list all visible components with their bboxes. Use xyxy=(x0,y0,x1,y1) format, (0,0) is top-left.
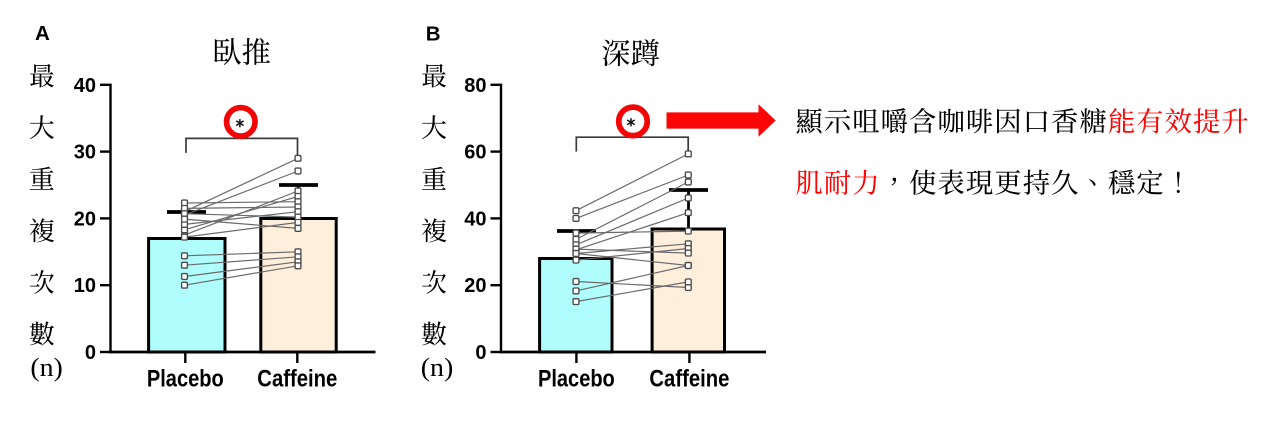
svg-text:Placebo: Placebo xyxy=(147,365,224,392)
svg-text:60: 60 xyxy=(464,142,486,164)
svg-text:0: 0 xyxy=(85,342,96,364)
svg-text:20: 20 xyxy=(74,208,96,230)
svg-text:Placebo: Placebo xyxy=(538,365,615,392)
svg-text:20: 20 xyxy=(464,275,486,297)
svg-text:80: 80 xyxy=(464,75,486,97)
svg-text:30: 30 xyxy=(74,142,96,164)
svg-text:(n): (n) xyxy=(30,352,63,382)
svg-text:B: B xyxy=(426,22,441,45)
svg-text:Caffeine: Caffeine xyxy=(649,365,729,392)
svg-text:0: 0 xyxy=(475,342,486,364)
svg-text:Caffeine: Caffeine xyxy=(257,365,337,392)
svg-text:A: A xyxy=(35,22,50,45)
svg-text:10: 10 xyxy=(74,275,96,297)
svg-text:40: 40 xyxy=(464,208,486,230)
svg-text:40: 40 xyxy=(74,75,96,97)
svg-text:(n): (n) xyxy=(421,352,454,382)
